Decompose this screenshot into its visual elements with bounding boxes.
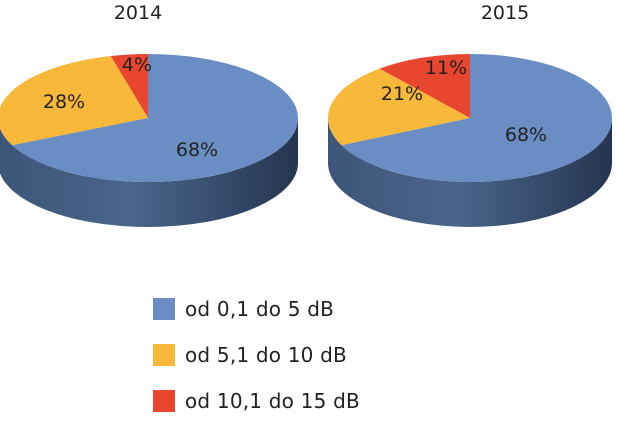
pie-slice-2015-1 xyxy=(327,68,470,146)
pie-chart-2014: 2014 68% 28% 4% xyxy=(0,2,299,227)
legend: od 0,1 do 5 dB od 5,1 do 10 dB od 10,1 d… xyxy=(153,286,360,424)
pie-slice-2014-0 xyxy=(12,54,299,182)
pie-title-2015: 2015 xyxy=(481,2,529,24)
legend-item-0: od 0,1 do 5 dB xyxy=(153,286,360,332)
slice-label-2015-0: 68% xyxy=(505,124,547,146)
pie-slice-2014-1 xyxy=(0,56,148,146)
legend-item-1: od 5,1 do 10 dB xyxy=(153,332,360,378)
legend-label-1: od 5,1 do 10 dB xyxy=(185,343,347,367)
pie-chart-2015: 2015 68% 21%11% xyxy=(327,2,613,227)
pie-charts-area: 2014 68% 28% 4% 2015 68% 21% 11% xyxy=(0,2,613,227)
slice-label-2014-2: 4% xyxy=(122,54,152,76)
pie-title-2014: 2014 xyxy=(114,2,162,24)
legend-label-0: od 0,1 do 5 dB xyxy=(185,297,335,321)
pie-side-2014 xyxy=(0,118,298,227)
slice-label-2014-0: 68% xyxy=(176,139,218,161)
chart-canvas: 2014 68% 28% 4% 2015 68% 21%11% xyxy=(0,2,613,227)
legend-label-2: od 10,1 do 15 dB xyxy=(185,389,360,413)
pie-slice-2015-0 xyxy=(341,54,613,182)
slice-label-2015-1: 21% xyxy=(381,83,423,105)
legend-swatch-0 xyxy=(153,298,175,320)
pie-side-2015 xyxy=(328,118,612,227)
legend-swatch-1 xyxy=(153,344,175,366)
pie-slice-2015-2 xyxy=(379,54,470,118)
pie-slice-2014-2 xyxy=(110,54,148,118)
legend-swatch-2 xyxy=(153,390,175,412)
slice-label-2015-2: 11% xyxy=(425,57,467,79)
legend-item-2: od 10,1 do 15 dB xyxy=(153,378,360,424)
slice-label-2014-1: 28% xyxy=(43,91,85,113)
